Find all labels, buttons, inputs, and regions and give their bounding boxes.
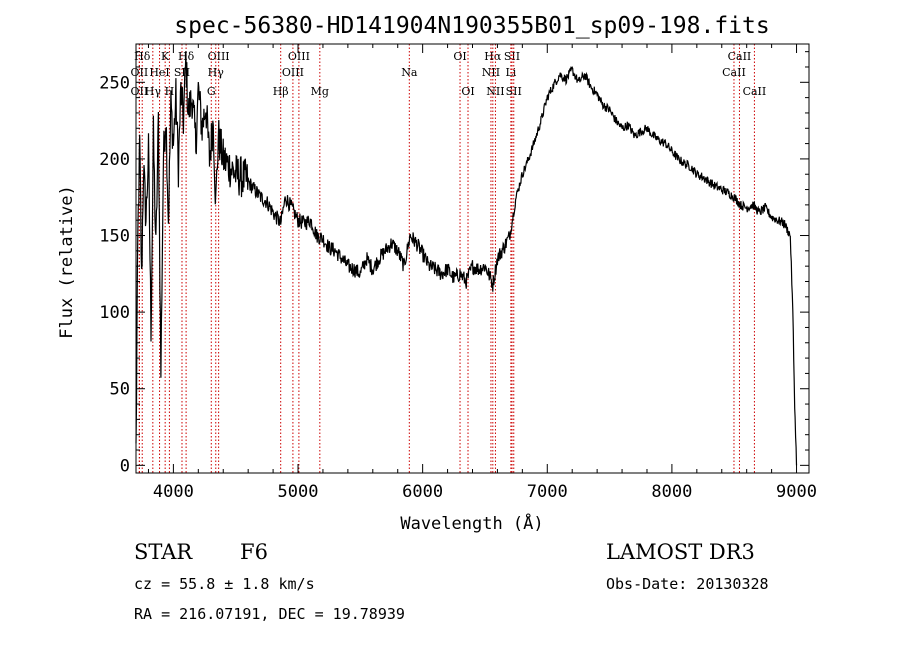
y-tick-label: 50 <box>110 380 130 400</box>
y-tick-label: 100 <box>99 303 130 323</box>
spectral-line-label: OII <box>131 85 149 98</box>
redshift-info: cz = 55.8 ± 1.8 km/s <box>134 575 315 593</box>
spectral-line-label: SII <box>506 85 522 98</box>
spectral-line-label: Li <box>505 66 516 79</box>
spectral-line-label: CaII <box>743 85 767 98</box>
spectral-line-label: H <box>165 85 175 98</box>
spectral-line-label: Hγ <box>145 85 162 98</box>
spectral-line-label: Hβ <box>273 85 289 98</box>
survey-name: LAMOST DR3 <box>606 540 755 564</box>
spectral-line-label: OIII <box>282 66 304 79</box>
chart-title: spec-56380-HD141904N190355B01_sp09-198.f… <box>174 13 769 39</box>
x-tick-label: 5000 <box>278 482 319 502</box>
y-axis-label: Flux (relative) <box>57 185 77 339</box>
spectral-line-label: SII <box>504 50 520 63</box>
x-tick-label: 9000 <box>776 482 817 502</box>
spectral-line-label: K <box>161 50 170 63</box>
spectral-line-label: NII <box>482 66 500 79</box>
plot-frame <box>135 43 810 474</box>
y-tick-label: 200 <box>99 150 130 170</box>
spectral-line-label: Hγ <box>208 66 225 79</box>
x-tick-label: 7000 <box>527 482 568 502</box>
object-type: STAR <box>134 540 193 564</box>
spectral-line-label: OIII <box>288 50 310 63</box>
spectral-line-label: OI <box>453 50 466 63</box>
y-tick-label: 150 <box>99 227 130 247</box>
x-axis-ticks: 4000 5000 6000 7000 8000 9000 <box>147 44 817 502</box>
y-tick-label: 250 <box>99 73 130 93</box>
y-axis-ticks: 0 50 100 150 200 250 <box>99 51 809 476</box>
obs-date: Obs-Date: 20130328 <box>606 575 769 593</box>
x-tick-label: 6000 <box>402 482 443 502</box>
spectrum-series-line <box>135 50 798 466</box>
spectral-line-label: OIII <box>208 50 230 63</box>
coordinates: RA = 216.07191, DEC = 19.78939 <box>134 605 405 623</box>
y-tick-label: 0 <box>120 456 130 476</box>
spectral-line-label: SII <box>174 66 190 79</box>
spectral-line-label: CaII <box>728 50 752 63</box>
spectral-line-label: G <box>207 85 216 98</box>
spectral-class: F6 <box>240 540 268 564</box>
spectral-line-label: CaII <box>722 66 746 79</box>
x-tick-label: 4000 <box>153 482 194 502</box>
x-tick-label: 8000 <box>651 482 692 502</box>
spectral-line-label: Mg <box>311 85 329 98</box>
spectral-line-label: OI <box>461 85 474 98</box>
spectral-line-label: Na <box>401 66 418 79</box>
spectral-line-label: Hα <box>484 50 502 63</box>
spectral-line-label: Hδ <box>134 50 151 63</box>
spectral-line-label: HeI <box>149 66 169 79</box>
spectral-line-label: NII <box>486 85 504 98</box>
x-axis-label: Wavelength (Å) <box>400 512 543 534</box>
